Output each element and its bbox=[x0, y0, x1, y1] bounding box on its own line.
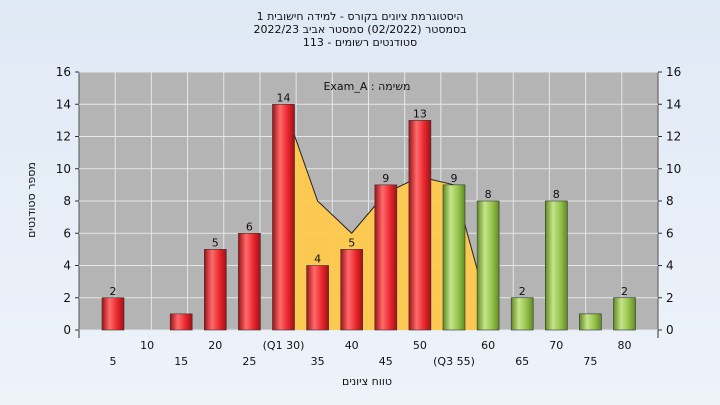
x-tick-label: 25 bbox=[242, 355, 256, 368]
histogram-bar bbox=[510, 297, 534, 331]
y-tick-label-right: 6 bbox=[666, 226, 674, 240]
x-tick-label: 40 bbox=[345, 339, 359, 352]
x-tick-label: (Q3 55) bbox=[433, 355, 475, 368]
chart-title-line-1: היסטוגרמת ציונים בקורס - למידה חישובית 1 bbox=[256, 10, 464, 23]
bar-value-label: 2 bbox=[621, 285, 628, 298]
histogram-bar bbox=[613, 297, 636, 331]
chart-title-block: היסטוגרמת ציונים בקורס - למידה חישובית 1… bbox=[0, 10, 720, 49]
histogram-bar bbox=[442, 184, 466, 331]
bar-value-label: 6 bbox=[246, 220, 253, 233]
y-tick-label-right: 2 bbox=[666, 291, 674, 305]
y-tick-label-right: 16 bbox=[666, 65, 681, 79]
bar-value-label: 9 bbox=[382, 172, 389, 185]
histogram-bar bbox=[476, 200, 500, 331]
bar-value-label: 2 bbox=[519, 285, 526, 298]
bar-value-label: 5 bbox=[348, 236, 355, 249]
x-tick-label: (Q1 30) bbox=[263, 339, 305, 352]
y-tick-label-left: 8 bbox=[63, 194, 71, 208]
chart-title-line-2: בסמסטר (02/2022) סמסטר אביב 2022/23 bbox=[253, 23, 467, 36]
y-tick-label-right: 0 bbox=[666, 323, 674, 337]
x-tick-label: 35 bbox=[311, 355, 325, 368]
x-tick-label: 75 bbox=[583, 355, 597, 368]
histogram-bar bbox=[340, 249, 364, 331]
x-tick-label: 5 bbox=[110, 355, 117, 368]
x-tick-label: 60 bbox=[481, 339, 495, 352]
y-tick-label-left: 0 bbox=[63, 323, 71, 337]
y-tick-label-right: 12 bbox=[666, 130, 681, 144]
y-tick-label-left: 10 bbox=[56, 162, 71, 176]
y-tick-label-right: 10 bbox=[666, 162, 681, 176]
y-tick-label-right: 8 bbox=[666, 194, 674, 208]
y-axis-title: מספר סטודנטים bbox=[25, 162, 38, 238]
histogram-bar bbox=[544, 200, 568, 331]
x-tick-label: 70 bbox=[549, 339, 563, 352]
y-tick-label-left: 6 bbox=[63, 226, 71, 240]
histogram-bar bbox=[408, 120, 432, 331]
x-tick-label: 50 bbox=[413, 339, 427, 352]
y-tick-label-left: 4 bbox=[63, 259, 71, 273]
x-tick-label: 15 bbox=[174, 355, 188, 368]
bar-value-label: 9 bbox=[451, 172, 458, 185]
y-tick-label-right: 14 bbox=[666, 97, 681, 111]
x-tick-label: 80 bbox=[618, 339, 632, 352]
bar-value-label: 8 bbox=[485, 188, 492, 201]
histogram-bar bbox=[579, 313, 602, 331]
histogram-bar bbox=[169, 313, 193, 331]
chart-title-line-3: סטודנטים רשומים - 113 bbox=[302, 36, 418, 49]
exam-annotation: משימה : Exam_A bbox=[323, 80, 410, 93]
bar-value-label: 14 bbox=[277, 91, 291, 104]
bar-value-label: 4 bbox=[314, 253, 321, 266]
y-tick-label-left: 2 bbox=[63, 291, 71, 305]
histogram-bar bbox=[204, 249, 227, 331]
x-tick-label: 45 bbox=[379, 355, 393, 368]
bar-value-label: 2 bbox=[110, 285, 117, 298]
histogram-bar bbox=[272, 103, 295, 331]
histogram-bar bbox=[374, 184, 398, 331]
x-tick-label: 20 bbox=[208, 339, 222, 352]
histogram-bar bbox=[238, 232, 261, 331]
bar-value-label: 5 bbox=[212, 236, 219, 249]
x-tick-label: 65 bbox=[515, 355, 529, 368]
bar-value-label: 13 bbox=[413, 107, 427, 120]
y-tick-label-left: 14 bbox=[56, 97, 71, 111]
x-tick-label: 10 bbox=[140, 339, 154, 352]
y-tick-label-left: 16 bbox=[56, 65, 71, 79]
histogram-bar bbox=[306, 265, 329, 331]
y-tick-label-left: 12 bbox=[56, 130, 71, 144]
histogram-bar bbox=[101, 297, 125, 331]
bar-value-label: 8 bbox=[553, 188, 560, 201]
y-tick-label-right: 4 bbox=[666, 259, 674, 273]
x-axis-title: טווח ציונים bbox=[342, 375, 392, 388]
